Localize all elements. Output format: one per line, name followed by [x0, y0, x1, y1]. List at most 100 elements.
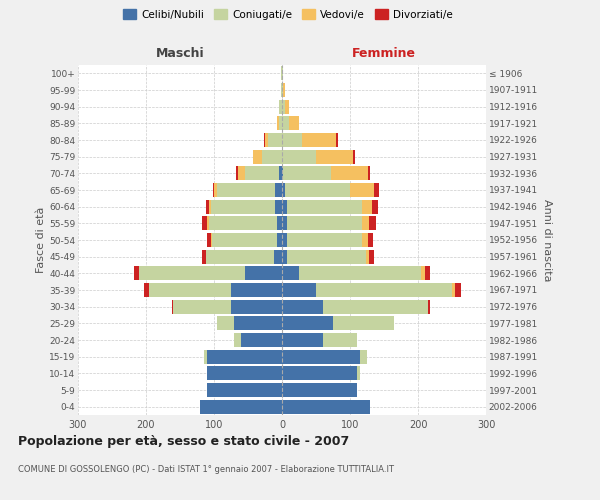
Bar: [302, 133, 337, 147]
Bar: [214, 183, 217, 197]
Bar: [287, 250, 365, 264]
Bar: [236, 166, 238, 180]
Bar: [350, 183, 374, 197]
Bar: [172, 300, 173, 314]
Bar: [241, 333, 282, 347]
Bar: [231, 283, 282, 297]
Bar: [428, 300, 430, 314]
Legend: Celibi/Nubili, Coniugati/e, Vedovi/e, Divorziati/e: Celibi/Nubili, Coniugati/e, Vedovi/e, Di…: [119, 5, 457, 24]
Bar: [357, 366, 360, 380]
Bar: [362, 233, 368, 247]
Bar: [323, 333, 357, 347]
Bar: [286, 100, 289, 114]
Bar: [421, 266, 425, 280]
Bar: [323, 300, 428, 314]
Bar: [282, 166, 283, 180]
Bar: [275, 200, 282, 214]
Bar: [282, 233, 287, 247]
Bar: [245, 166, 278, 180]
Bar: [202, 250, 206, 264]
Bar: [362, 216, 369, 230]
Bar: [262, 150, 282, 164]
Bar: [282, 350, 360, 364]
Y-axis label: Fasce di età: Fasce di età: [36, 207, 46, 273]
Bar: [275, 183, 282, 197]
Bar: [286, 183, 350, 197]
Bar: [282, 216, 287, 230]
Bar: [278, 100, 282, 114]
Bar: [287, 216, 362, 230]
Bar: [173, 300, 231, 314]
Bar: [282, 300, 323, 314]
Bar: [263, 133, 265, 147]
Bar: [368, 233, 373, 247]
Bar: [316, 150, 353, 164]
Bar: [282, 250, 287, 264]
Bar: [206, 200, 209, 214]
Y-axis label: Anni di nascita: Anni di nascita: [542, 198, 552, 281]
Bar: [331, 166, 368, 180]
Bar: [282, 200, 287, 214]
Bar: [360, 350, 367, 364]
Bar: [369, 250, 374, 264]
Bar: [206, 250, 274, 264]
Bar: [200, 400, 282, 414]
Bar: [265, 133, 268, 147]
Bar: [231, 300, 282, 314]
Bar: [287, 200, 362, 214]
Bar: [282, 333, 323, 347]
Bar: [282, 366, 357, 380]
Bar: [209, 200, 211, 214]
Bar: [278, 166, 282, 180]
Bar: [374, 183, 379, 197]
Bar: [362, 200, 373, 214]
Bar: [282, 183, 286, 197]
Bar: [277, 233, 282, 247]
Bar: [277, 216, 282, 230]
Bar: [452, 283, 455, 297]
Bar: [235, 333, 241, 347]
Bar: [207, 233, 211, 247]
Bar: [207, 383, 282, 397]
Bar: [369, 216, 376, 230]
Bar: [299, 266, 421, 280]
Bar: [282, 266, 299, 280]
Bar: [281, 83, 282, 97]
Bar: [217, 183, 275, 197]
Bar: [209, 216, 277, 230]
Bar: [207, 350, 282, 364]
Bar: [373, 200, 378, 214]
Bar: [455, 283, 461, 297]
Bar: [282, 316, 333, 330]
Text: COMUNE DI GOSSOLENGO (PC) - Dati ISTAT 1° gennaio 2007 - Elaborazione TUTTITALIA: COMUNE DI GOSSOLENGO (PC) - Dati ISTAT 1…: [18, 465, 394, 474]
Bar: [282, 283, 316, 297]
Bar: [333, 316, 394, 330]
Bar: [283, 83, 285, 97]
Bar: [282, 100, 286, 114]
Bar: [253, 150, 262, 164]
Bar: [277, 116, 278, 130]
Bar: [238, 166, 245, 180]
Bar: [368, 166, 370, 180]
Bar: [202, 216, 207, 230]
Bar: [235, 316, 282, 330]
Bar: [289, 116, 299, 130]
Bar: [282, 116, 289, 130]
Text: Femmine: Femmine: [352, 47, 416, 60]
Bar: [282, 383, 357, 397]
Bar: [211, 233, 212, 247]
Bar: [278, 116, 282, 130]
Text: Popolazione per età, sesso e stato civile - 2007: Popolazione per età, sesso e stato civil…: [18, 435, 349, 448]
Bar: [274, 250, 282, 264]
Bar: [212, 183, 214, 197]
Bar: [316, 283, 452, 297]
Bar: [282, 150, 316, 164]
Bar: [207, 216, 209, 230]
Bar: [337, 133, 338, 147]
Bar: [281, 66, 282, 80]
Bar: [134, 266, 139, 280]
Bar: [212, 233, 277, 247]
Bar: [139, 266, 245, 280]
Bar: [282, 66, 283, 80]
Bar: [245, 266, 282, 280]
